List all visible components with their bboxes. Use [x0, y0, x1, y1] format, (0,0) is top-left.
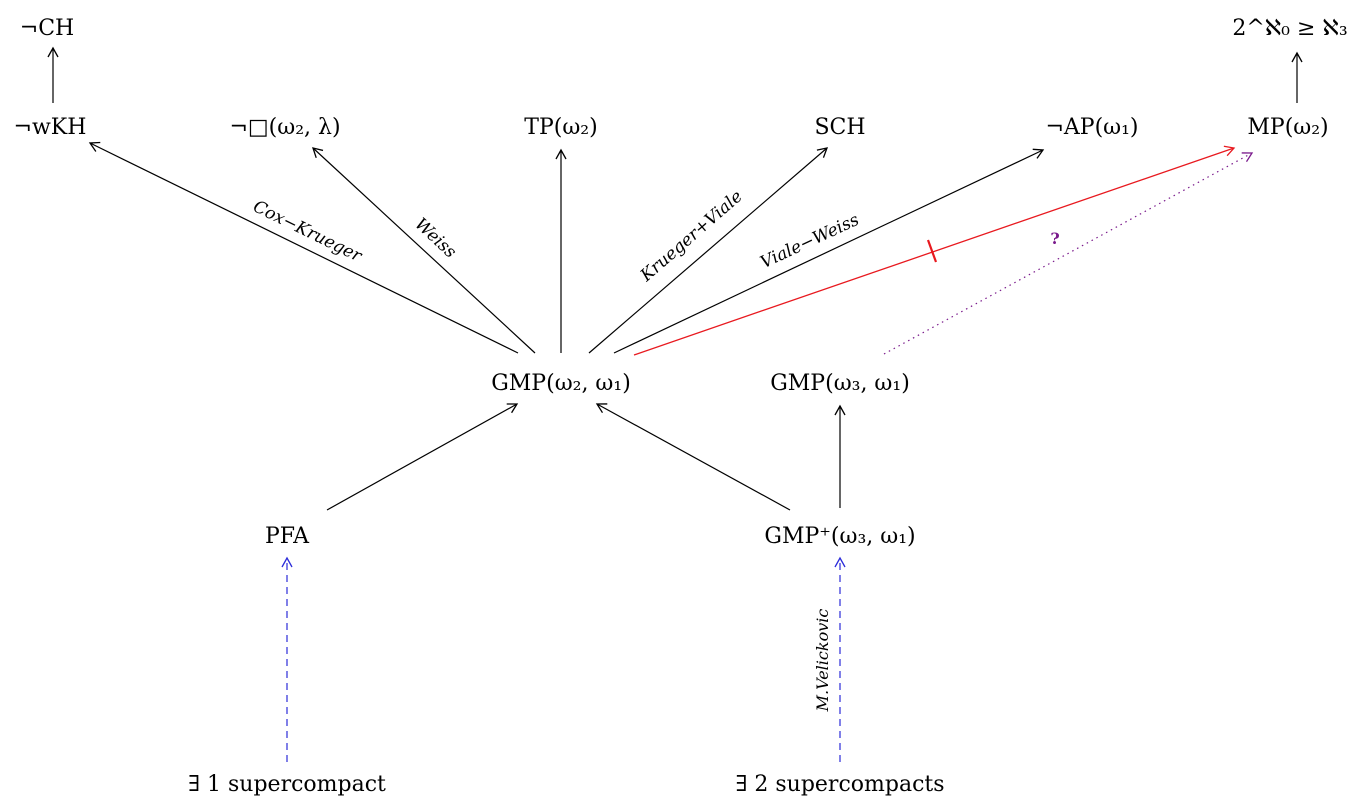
node-sch: SCH [814, 115, 865, 140]
node-not-ap: ¬AP(ω₁) [1045, 115, 1138, 140]
label-cox-krueger: Cox−Krueger [250, 197, 366, 267]
label-velickovic: M.Velickovic [813, 609, 832, 713]
edge-gmpplus31-to-gmp21 [595, 403, 791, 511]
edge-strike-mark [926, 239, 938, 263]
node-not-wkh: ¬wKH [14, 115, 87, 140]
node-continuum: 2^ℵ₀ ≥ ℵ₃ [1232, 16, 1347, 41]
node-two-supercompacts: ∃ 2 supercompacts [735, 772, 944, 797]
node-tp: TP(ω₂) [524, 115, 597, 140]
edge-gmp31-to-mp-open [883, 152, 1254, 355]
edges [47, 46, 1303, 762]
edge-gmp21-to-sch [588, 147, 829, 354]
nodes: ¬CH ¬wKH ¬□(ω₂, λ) TP(ω₂) SCH ¬AP(ω₁) MP… [14, 16, 1348, 797]
node-gmp-w2-w1: GMP(ω₂, ω₁) [491, 371, 631, 396]
node-not-square: ¬□(ω₂, λ) [229, 115, 340, 140]
label-weiss: Weiss [411, 214, 461, 262]
label-viale-weiss: Viale−Weiss [757, 210, 862, 273]
node-pfa: PFA [265, 524, 310, 549]
edge-gmp21-to-notsquare [312, 147, 536, 354]
node-mp: MP(ω₂) [1247, 115, 1328, 140]
edge-gmp21-to-mp-non-implication [633, 145, 1236, 356]
edge-gmp21-to-notap [613, 148, 1045, 354]
edge-labels: Cox−Krueger Weiss Krueger+Viale Viale−We… [250, 187, 1060, 713]
label-open-question: ? [1050, 229, 1059, 248]
edge-pfa-to-gmp21 [326, 403, 519, 511]
node-gmp-w3-w1: GMP(ω₃, ω₁) [770, 371, 910, 396]
node-not-ch: ¬CH [20, 16, 74, 41]
node-gmp-plus-w3-w1: GMP⁺(ω₃, ω₁) [764, 524, 915, 549]
edge-gmp21-to-notwkh [88, 141, 519, 354]
node-one-supercompact: ∃ 1 supercompact [188, 772, 386, 797]
label-krueger-viale: Krueger+Viale [636, 187, 747, 287]
